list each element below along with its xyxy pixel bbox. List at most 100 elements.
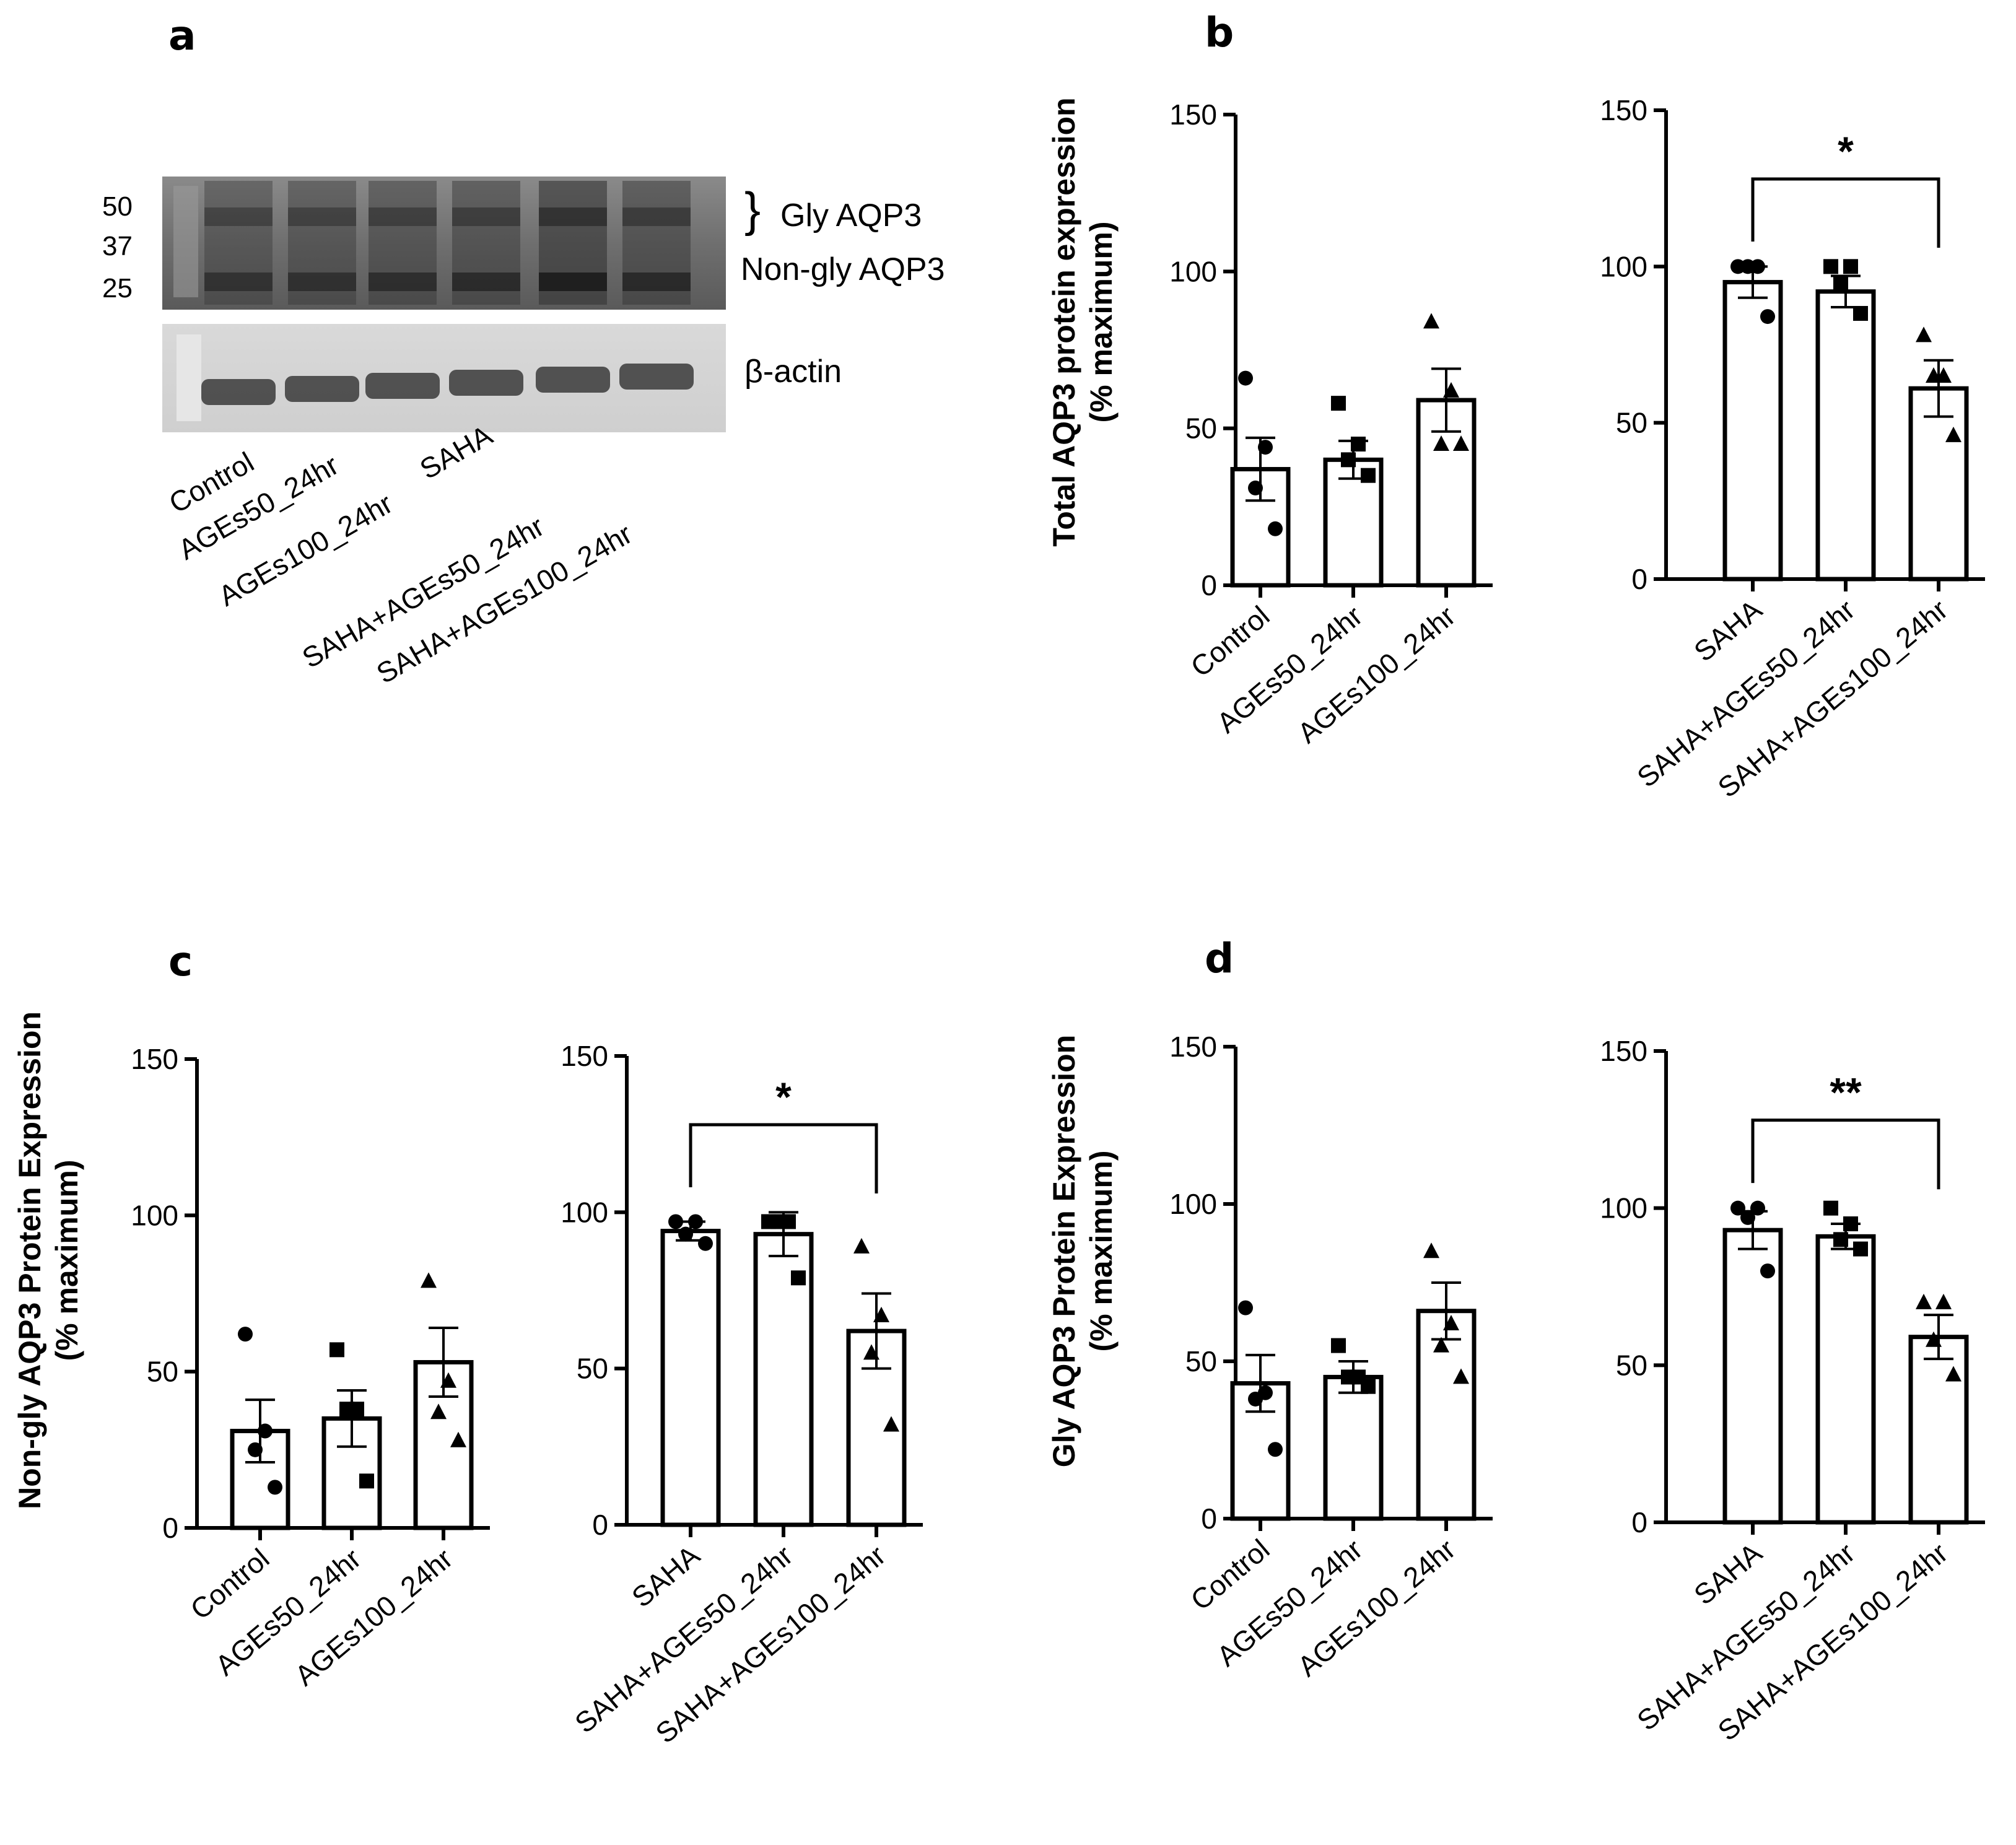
x-tick-label: SAHA	[1688, 593, 1768, 668]
panel-letter-c: c	[168, 938, 193, 985]
y-tick-label: 150	[1600, 94, 1647, 126]
data-point-triangle	[883, 1416, 899, 1432]
bar	[1908, 1335, 1969, 1525]
data-point-triangle	[1423, 1242, 1439, 1258]
data-point-square	[1843, 1216, 1858, 1232]
y-tick-label: 150	[561, 1040, 608, 1072]
gly-bracket: }	[744, 182, 761, 237]
data-point-square	[359, 1473, 374, 1489]
data-point-triangle	[1443, 1315, 1459, 1331]
panel-a: a 50 37 25 } Gly AQP3 Non-gly AQP3 β-act…	[102, 12, 945, 690]
data-point-square	[1361, 468, 1376, 483]
data-point-square	[1833, 1232, 1848, 1247]
data-point-triangle	[1433, 435, 1449, 451]
y-tick-label: 150	[1169, 1031, 1217, 1063]
ylabel-c-line1: Non-gly AQP3 Protein Expression	[12, 1011, 47, 1509]
data-point-square	[1823, 259, 1838, 274]
band-nongly	[452, 273, 520, 291]
significance-label: **	[1830, 1070, 1862, 1115]
data-point-triangle	[1945, 1366, 1961, 1382]
bar	[1815, 1234, 1876, 1525]
data-point-circle	[1248, 480, 1263, 495]
y-tick-label: 50	[1185, 412, 1217, 445]
data-point-square	[329, 1342, 344, 1358]
blot-lane	[204, 181, 273, 305]
y-tick-label: 50	[577, 1353, 608, 1385]
bar	[1722, 1228, 1783, 1525]
band-label-actin: β-actin	[744, 354, 842, 390]
data-point-circle	[688, 1214, 703, 1229]
panel-letter-b: b	[1205, 9, 1234, 56]
data-point-triangle	[1453, 435, 1469, 451]
data-point-circle	[1760, 309, 1775, 325]
ylabel-b: Total AQP3 protein expression (% maximum…	[1047, 97, 1119, 546]
data-point-triangle	[1926, 1331, 1942, 1347]
y-tick-label: 150	[131, 1043, 178, 1075]
y-tick-label: 50	[147, 1356, 178, 1388]
ladder-lane	[177, 334, 201, 421]
bar	[1722, 280, 1783, 582]
panel-letter-d: d	[1205, 935, 1234, 982]
y-tick-label: 150	[1600, 1035, 1647, 1067]
data-point-square	[1833, 274, 1848, 290]
y-tick-label: 100	[1600, 250, 1647, 282]
data-point-circle	[1258, 440, 1273, 455]
data-point-circle	[1760, 1263, 1775, 1279]
data-point-circle	[268, 1480, 282, 1495]
band-actin	[365, 373, 440, 399]
mw-marker-50: 50	[102, 191, 133, 222]
ylabel-d: Gly AQP3 Protein Expression (% maximum)	[1047, 1035, 1119, 1467]
data-point-triangle	[430, 1403, 447, 1420]
data-point-square	[1341, 452, 1356, 468]
x-tick-label: SAHA	[1688, 1537, 1768, 1612]
data-point-circle	[1238, 370, 1253, 386]
x-tick-label: AGEs100_24hr	[289, 1542, 458, 1692]
y-tick-label: 0	[592, 1509, 608, 1541]
band-gly	[539, 207, 607, 226]
band-actin	[285, 376, 359, 402]
data-point-square	[1853, 1241, 1868, 1257]
data-point-circle	[1730, 1200, 1745, 1216]
band-actin	[619, 364, 694, 390]
band-actin	[201, 379, 276, 405]
bar	[660, 1229, 721, 1527]
x-tick-label: Control	[1184, 1533, 1275, 1616]
data-point-triangle	[421, 1272, 437, 1288]
blot-aqp3	[162, 177, 726, 324]
x-tick-label: Control	[1184, 600, 1275, 683]
data-point-triangle	[1453, 1368, 1469, 1384]
x-tick-label: AGEs100_24hr	[1291, 600, 1461, 749]
data-point-square	[1351, 437, 1366, 451]
data-point-triangle	[1423, 313, 1439, 329]
data-point-circle	[698, 1236, 713, 1251]
mw-marker-25: 25	[102, 273, 133, 303]
data-point-triangle	[1945, 426, 1961, 442]
chart-d-right: 050100150SAHASAHA+AGEs50_24hrSAHA+AGEs10…	[1600, 1035, 1985, 1747]
band-nongly	[539, 273, 607, 291]
y-tick-label: 100	[131, 1199, 178, 1231]
bar	[1416, 1309, 1477, 1521]
chart-b-right: 050100150SAHASAHA+AGEs50_24hrSAHA+AGEs10…	[1600, 94, 1985, 804]
data-point-square	[1843, 259, 1858, 274]
blot-actin	[162, 324, 726, 432]
data-point-circle	[1740, 259, 1755, 274]
data-point-square	[1361, 1379, 1376, 1394]
blot-aqp3-lanes	[162, 181, 726, 324]
bar	[1815, 289, 1876, 582]
data-point-circle	[238, 1327, 253, 1342]
significance-bracket	[1751, 1119, 1940, 1190]
y-tick-label: 50	[1616, 1349, 1647, 1381]
ladder-lane	[173, 186, 198, 297]
data-point-square	[1853, 306, 1868, 321]
band-gly	[369, 207, 437, 226]
data-point-triangle	[853, 1237, 870, 1254]
blot-gap	[162, 310, 726, 324]
ylabel-b-line2: (% maximum)	[1084, 221, 1119, 422]
significance-label: *	[775, 1074, 792, 1120]
band-gly	[452, 207, 520, 226]
mw-marker-37: 37	[102, 231, 133, 261]
panel-letter-a: a	[168, 12, 196, 59]
